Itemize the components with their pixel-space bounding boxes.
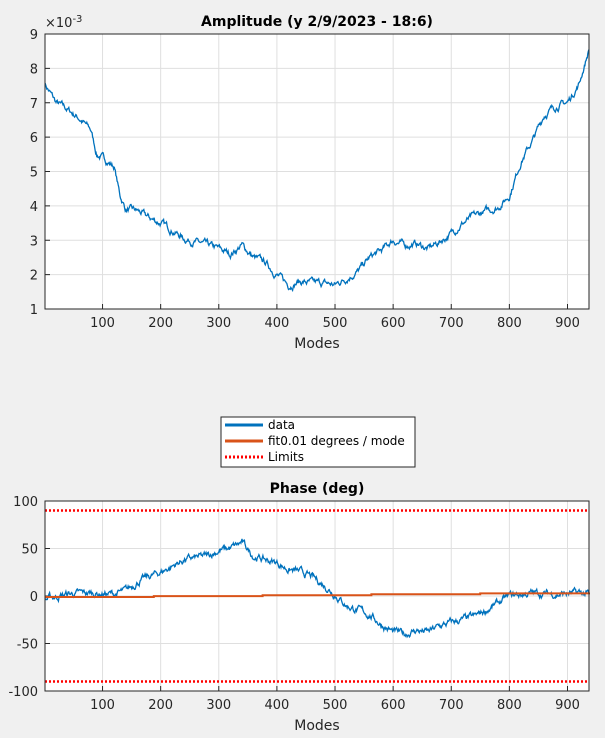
phase-x-label: Modes xyxy=(294,718,339,734)
x-tick-label: 700 xyxy=(439,698,464,713)
amplitude-x-tick-labels: 100 200 300 400 500 600 700 800 900 xyxy=(90,316,580,331)
x-tick-label: 400 xyxy=(264,316,289,331)
exponent-power: -3 xyxy=(72,14,82,25)
phase-legend[interactable]: data fit0.01 degrees / mode Limits xyxy=(220,416,416,468)
amplitude-axes-box xyxy=(44,33,590,310)
amplitude-y-tick-labels: 1 2 3 4 5 6 7 8 9 xyxy=(30,28,38,318)
y-tick-label: 100 xyxy=(13,495,38,510)
x-tick-label: 700 xyxy=(439,316,464,331)
x-tick-label: 200 xyxy=(148,698,173,713)
x-tick-label: 900 xyxy=(555,698,580,713)
phase-series xyxy=(44,509,590,683)
phase-title: Phase (deg) xyxy=(270,481,365,497)
exponent-base: ×10 xyxy=(45,16,72,31)
phase-axes-box xyxy=(44,500,590,692)
x-tick-label: 300 xyxy=(206,698,231,713)
x-tick-label: 800 xyxy=(497,316,522,331)
legend-label-data: data xyxy=(268,418,295,432)
x-tick-label: 600 xyxy=(381,316,406,331)
amplitude-axes: 100 200 300 400 500 600 700 800 900 1 2 3 4 5 6 7 8 9 Am… xyxy=(30,14,590,352)
y-tick-label: 9 xyxy=(30,28,38,43)
phase-axes: 100 200 300 400 500 600 700 800 900 -100 -50 0 50 10… xyxy=(8,481,590,734)
series-line-0 xyxy=(44,49,590,293)
amplitude-title: Amplitude (y 2/9/2023 - 18:6) xyxy=(201,14,433,30)
x-tick-label: 100 xyxy=(90,316,115,331)
x-tick-label: 100 xyxy=(90,698,115,713)
y-tick-label: -50 xyxy=(17,638,38,653)
y-tick-label: 4 xyxy=(30,200,38,215)
x-tick-label: 600 xyxy=(381,698,406,713)
y-tick-label: 6 xyxy=(30,131,38,146)
y-tick-label: 2 xyxy=(30,269,38,284)
x-tick-label: 900 xyxy=(555,316,580,331)
y-tick-label: 50 xyxy=(21,543,38,558)
y-tick-label: -100 xyxy=(8,685,38,700)
x-tick-label: 500 xyxy=(323,698,348,713)
legend-label-fit: fit0.01 degrees / mode xyxy=(268,434,405,448)
y-tick-label: 1 xyxy=(30,303,38,318)
y-tick-label: 0 xyxy=(30,590,38,605)
x-tick-label: 400 xyxy=(264,698,289,713)
amplitude-exponent-label: ×10-3 xyxy=(45,14,82,31)
x-tick-label: 500 xyxy=(323,316,348,331)
x-tick-label: 800 xyxy=(497,698,522,713)
series-line-1 xyxy=(45,592,590,598)
legend-label-limits: Limits xyxy=(268,450,304,464)
y-tick-label: 3 xyxy=(30,234,38,249)
phase-x-tick-labels: 100 200 300 400 500 600 700 800 900 xyxy=(90,698,580,713)
y-tick-label: 8 xyxy=(30,62,38,77)
x-tick-label: 200 xyxy=(148,316,173,331)
x-tick-label: 300 xyxy=(206,316,231,331)
amplitude-series xyxy=(44,49,590,293)
y-tick-label: 7 xyxy=(30,97,38,112)
y-tick-label: 5 xyxy=(30,166,38,181)
amplitude-x-label: Modes xyxy=(294,336,339,352)
series-line-0 xyxy=(44,538,590,639)
phase-y-tick-labels: -100 -50 0 50 100 xyxy=(8,495,38,700)
